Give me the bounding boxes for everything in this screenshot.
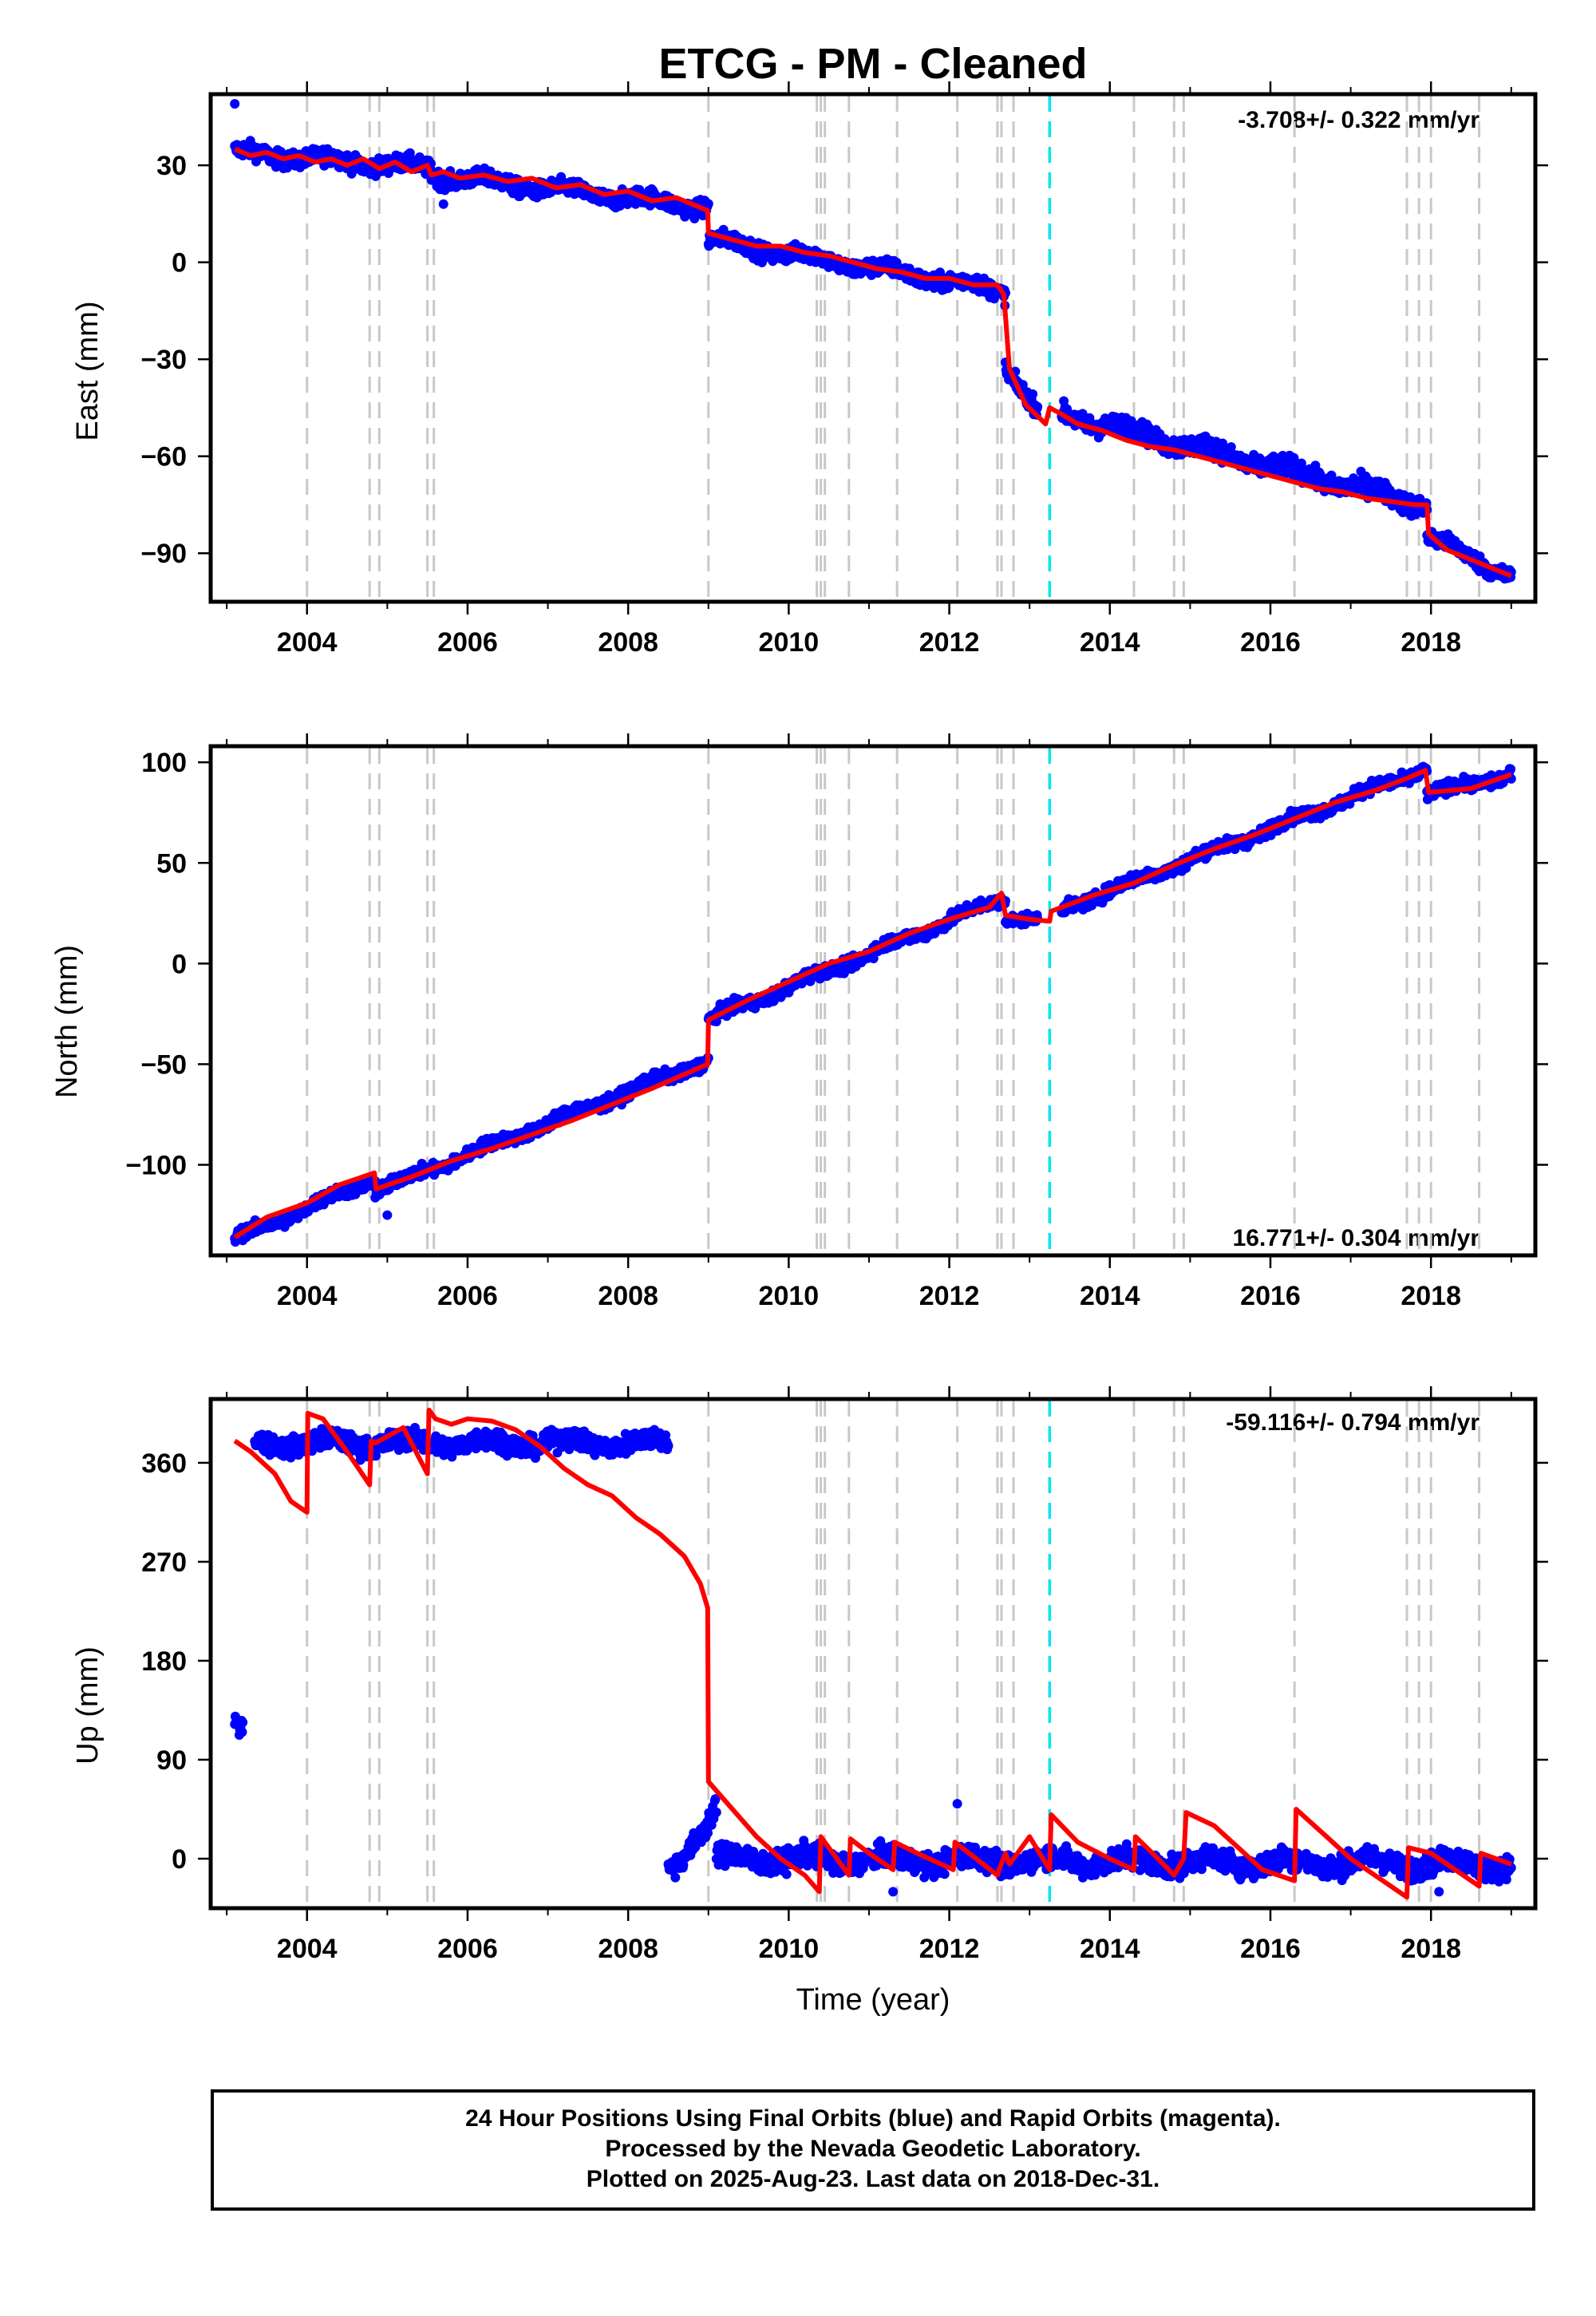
north-x-tick-label: 2004 [277,1281,338,1311]
east-data-point [1077,409,1088,419]
east-x-tick-label: 2012 [919,627,980,658]
east-x-tick-label: 2016 [1240,627,1301,658]
north-rate-label: 16.771+/- 0.304 mm/yr [1233,1225,1480,1251]
east-x-tick-label: 2014 [1080,627,1140,658]
north-y-tick-label: −100 [125,1151,187,1181]
east-x-tick-label: 2004 [277,627,338,658]
east-data-point [703,199,713,209]
east-x-tick-label: 2006 [437,627,498,658]
north-y-tick-label: −50 [140,1049,187,1080]
figure-title: ETCG - PM - Cleaned [658,40,1087,88]
east-outlier-point [438,199,448,209]
east-y-tick-label: −60 [140,442,187,472]
north-outlier-point [382,1210,393,1220]
east-y-tick-label: −90 [140,539,187,569]
up-rate-label: -59.116+/- 0.794 mm/yr [1226,1409,1479,1436]
north-frame [208,744,1538,1258]
east-y-tick-label: 0 [172,248,187,279]
north-x-tick-label: 2014 [1080,1281,1140,1311]
north-x-tick-label: 2006 [437,1281,498,1311]
east-model-line [234,147,1512,579]
east-rate-label: -3.708+/- 0.322 mm/yr [1238,107,1479,133]
x-axis-title: Time (year) [796,1983,950,2017]
up-y-axis-title: Up (mm) [71,1646,105,1765]
north-panel: North (mm) 16.771+/- 0.304 mm/yr 2004 200… [50,733,1548,1311]
north-y-tick-label: 0 [172,949,187,979]
east-outlier-point [230,99,240,109]
east-data-points [230,99,1516,584]
north-y-tick-label: 100 [141,748,187,778]
north-x-tick-label: 2016 [1240,1281,1301,1311]
east-y-tick-label: −30 [140,345,187,375]
north-x-tick-label: 2018 [1400,1281,1461,1311]
east-data-point [405,148,415,158]
east-x-tick-label: 2008 [598,627,658,658]
east-y-tick-label: 30 [156,151,187,181]
up-event-lines [306,1401,1481,1907]
up-data-point [237,1727,247,1737]
north-x-tick-label: 2008 [598,1281,658,1311]
north-model-line [233,768,1512,1239]
east-frame [208,92,1538,604]
north-event-lines [306,748,1481,1254]
east-data-point [1028,389,1038,399]
north-y-tick-label: 50 [156,848,187,879]
east-panel: East (mm) -3.708+/- 0.322 mm/yr 2004 2006… [71,81,1548,658]
north-data-point [1506,764,1516,774]
east-x-tick-label: 2010 [759,627,820,658]
north-x-tick-label: 2012 [919,1281,980,1311]
east-y-axis-title: East (mm) [71,301,105,441]
east-data-point [935,267,945,278]
east-x-tick-label: 2018 [1400,627,1461,658]
north-x-tick-label: 2010 [759,1281,820,1311]
north-data-point [868,954,879,963]
east-data-point [1033,401,1043,412]
up-data-points [230,1422,1516,1897]
up-panel: Up (mm) -59.116+/- 0.794 mm/yr Time (yea… [71,1386,1548,2017]
up-data-point [238,1717,248,1728]
north-y-axis-title: North (mm) [50,945,84,1098]
